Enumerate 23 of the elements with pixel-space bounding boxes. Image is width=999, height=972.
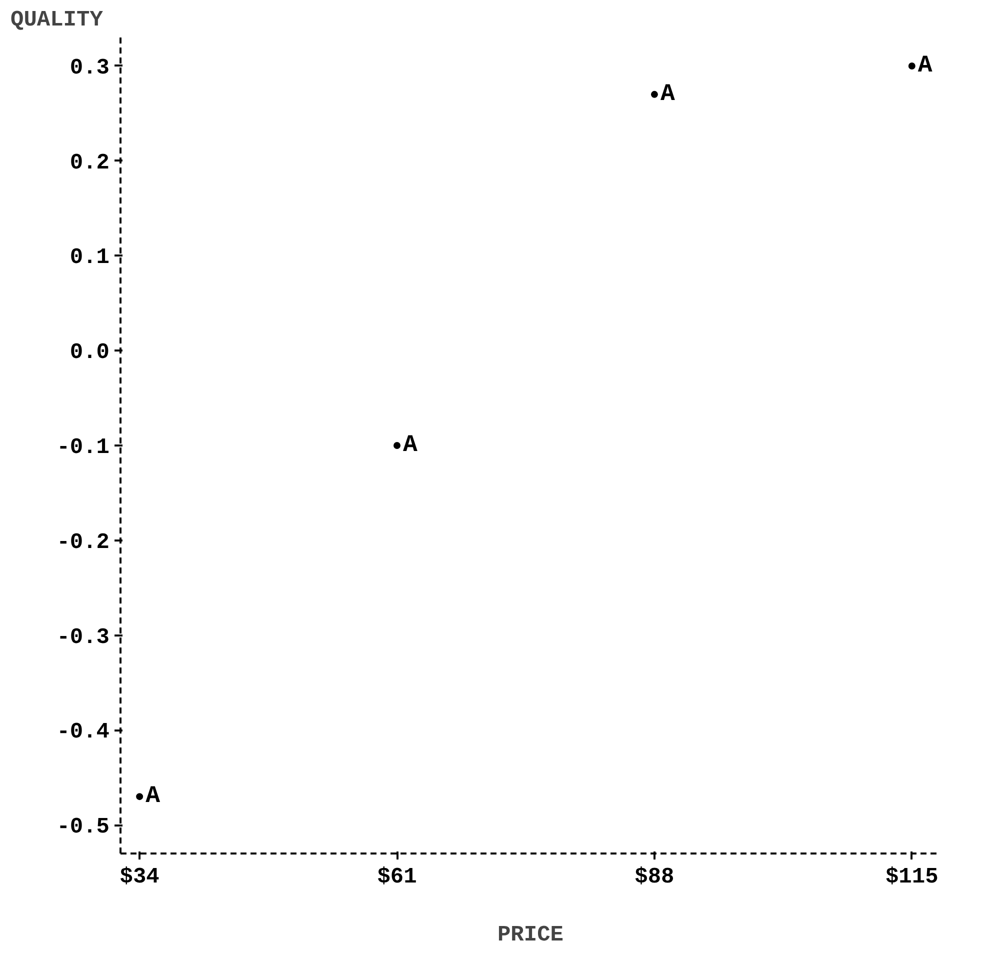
y-tick-label: -0.5 bbox=[56, 814, 110, 840]
y-tick-label: -0.4 bbox=[56, 720, 110, 745]
x-tick-label: $88 bbox=[634, 864, 674, 890]
text: A bbox=[660, 80, 675, 108]
y-axis-title: QUALITY bbox=[10, 8, 104, 32]
x-axis-title: PRICE bbox=[497, 922, 564, 948]
y-tick-label: -0.1 bbox=[56, 435, 110, 460]
text: A bbox=[918, 52, 932, 80]
x-tick-label: $34 bbox=[120, 864, 160, 890]
y-tick-label: 0.1 bbox=[70, 245, 110, 270]
x-tick-label: $61 bbox=[377, 864, 417, 890]
y-tick-label: -0.3 bbox=[56, 624, 110, 650]
y-tick-label: -0.2 bbox=[56, 530, 110, 555]
point bbox=[394, 442, 401, 449]
text: A bbox=[403, 432, 418, 459]
point bbox=[908, 62, 916, 70]
y-tick-label: 0.0 bbox=[70, 340, 110, 366]
point bbox=[136, 793, 144, 800]
y-tick-label: 0.3 bbox=[70, 55, 110, 80]
point bbox=[650, 90, 658, 98]
series-label: A bbox=[146, 783, 161, 810]
x-tick-label: $115 bbox=[885, 864, 938, 890]
y-tick-label: 0.2 bbox=[70, 150, 110, 176]
